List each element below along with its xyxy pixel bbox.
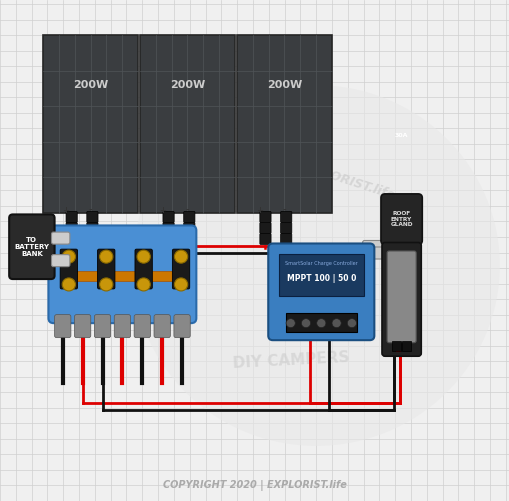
FancyBboxPatch shape bbox=[260, 222, 271, 233]
Circle shape bbox=[137, 278, 150, 291]
Text: 30A: 30A bbox=[394, 133, 408, 138]
Circle shape bbox=[99, 278, 112, 291]
Bar bbox=[278, 254, 363, 296]
FancyBboxPatch shape bbox=[94, 315, 110, 338]
Circle shape bbox=[347, 319, 356, 328]
FancyBboxPatch shape bbox=[260, 211, 271, 222]
Text: DIY CAMPERS: DIY CAMPERS bbox=[232, 350, 349, 371]
Text: MPPT 100 | 50 0: MPPT 100 | 50 0 bbox=[286, 274, 355, 283]
FancyBboxPatch shape bbox=[66, 233, 77, 244]
Circle shape bbox=[331, 319, 341, 328]
FancyBboxPatch shape bbox=[362, 240, 387, 253]
FancyBboxPatch shape bbox=[380, 194, 421, 244]
FancyBboxPatch shape bbox=[87, 211, 98, 222]
Bar bbox=[64, 271, 181, 282]
FancyBboxPatch shape bbox=[9, 214, 54, 279]
FancyBboxPatch shape bbox=[163, 211, 174, 222]
FancyBboxPatch shape bbox=[183, 211, 194, 222]
Text: +: + bbox=[159, 206, 166, 215]
FancyBboxPatch shape bbox=[51, 232, 70, 244]
Text: -: - bbox=[88, 206, 92, 215]
FancyBboxPatch shape bbox=[134, 315, 150, 338]
Bar bbox=[237, 35, 331, 213]
Circle shape bbox=[301, 319, 310, 328]
Circle shape bbox=[137, 250, 150, 263]
FancyBboxPatch shape bbox=[268, 243, 374, 340]
FancyBboxPatch shape bbox=[135, 249, 152, 289]
FancyBboxPatch shape bbox=[280, 211, 291, 222]
Text: COPYRIGHT 2020 | EXPLORIST.life: COPYRIGHT 2020 | EXPLORIST.life bbox=[163, 480, 346, 491]
Text: ROOF
ENTRY
GLAND: ROOF ENTRY GLAND bbox=[389, 211, 412, 227]
FancyBboxPatch shape bbox=[280, 222, 291, 233]
Bar bbox=[401, 341, 410, 351]
Text: -: - bbox=[281, 206, 285, 215]
FancyBboxPatch shape bbox=[87, 222, 98, 233]
Bar bbox=[391, 341, 401, 351]
Circle shape bbox=[99, 250, 112, 263]
FancyBboxPatch shape bbox=[260, 233, 271, 244]
Circle shape bbox=[132, 85, 499, 446]
FancyBboxPatch shape bbox=[381, 242, 420, 356]
Text: EXPLORIST.life: EXPLORIST.life bbox=[296, 158, 397, 202]
FancyBboxPatch shape bbox=[51, 255, 70, 267]
FancyBboxPatch shape bbox=[362, 247, 387, 259]
FancyBboxPatch shape bbox=[66, 222, 77, 233]
FancyBboxPatch shape bbox=[60, 249, 77, 289]
Text: 200W: 200W bbox=[169, 80, 205, 90]
Circle shape bbox=[174, 250, 187, 263]
FancyBboxPatch shape bbox=[172, 249, 189, 289]
Bar bbox=[140, 35, 234, 213]
FancyBboxPatch shape bbox=[74, 315, 91, 338]
FancyBboxPatch shape bbox=[48, 225, 196, 323]
Circle shape bbox=[62, 278, 75, 291]
FancyBboxPatch shape bbox=[97, 249, 115, 289]
Text: 200W: 200W bbox=[73, 80, 108, 90]
FancyBboxPatch shape bbox=[66, 211, 77, 222]
Circle shape bbox=[286, 319, 295, 328]
FancyBboxPatch shape bbox=[183, 222, 194, 233]
FancyBboxPatch shape bbox=[163, 222, 174, 233]
Text: TO
BATTERY
BANK: TO BATTERY BANK bbox=[14, 237, 49, 257]
FancyBboxPatch shape bbox=[174, 315, 190, 338]
FancyBboxPatch shape bbox=[114, 315, 130, 338]
Text: SmartSolar Charge Controller: SmartSolar Charge Controller bbox=[285, 262, 357, 266]
FancyBboxPatch shape bbox=[183, 233, 194, 244]
Circle shape bbox=[62, 250, 75, 263]
FancyBboxPatch shape bbox=[386, 251, 415, 343]
Text: +: + bbox=[63, 206, 69, 215]
Circle shape bbox=[316, 319, 325, 328]
Bar bbox=[285, 313, 356, 332]
Text: 200W: 200W bbox=[266, 80, 301, 90]
FancyBboxPatch shape bbox=[54, 315, 71, 338]
FancyBboxPatch shape bbox=[280, 233, 291, 244]
FancyBboxPatch shape bbox=[163, 233, 174, 244]
Text: +: + bbox=[256, 206, 263, 215]
FancyBboxPatch shape bbox=[87, 233, 98, 244]
FancyBboxPatch shape bbox=[154, 315, 170, 338]
Text: -: - bbox=[185, 206, 188, 215]
Circle shape bbox=[174, 278, 187, 291]
Bar bbox=[43, 35, 137, 213]
